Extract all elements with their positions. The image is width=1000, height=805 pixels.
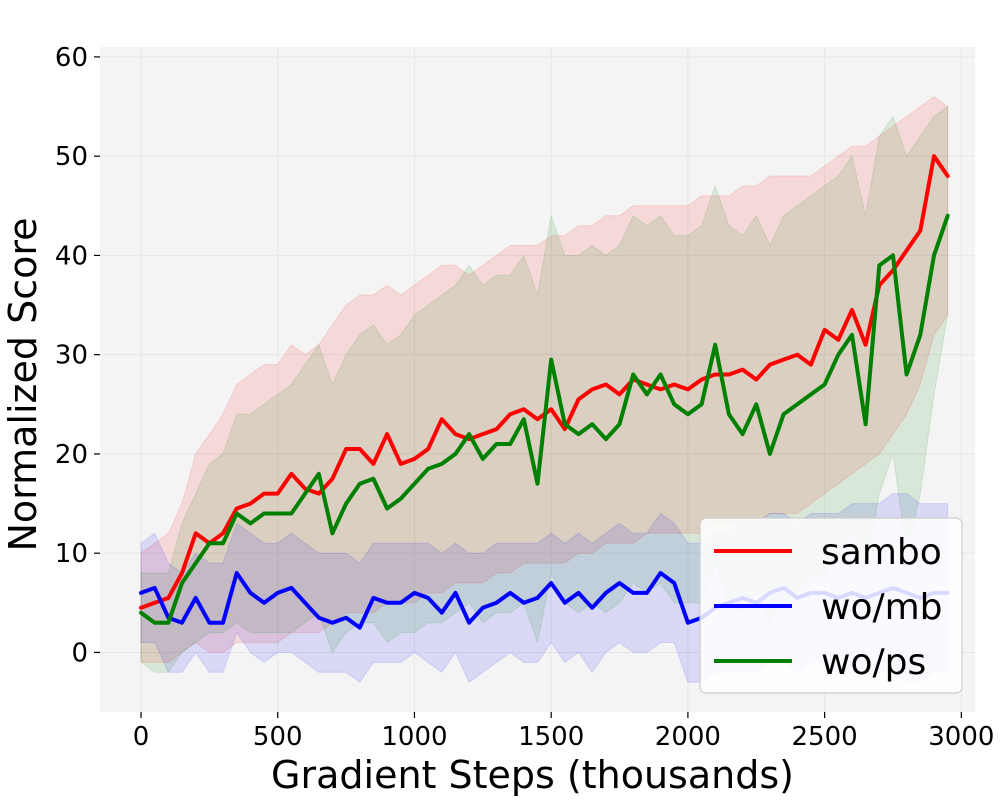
y-tick-label: 20 (55, 440, 88, 470)
y-tick-label: 60 (55, 43, 88, 73)
x-axis-title: Gradient Steps (thousands) (271, 753, 794, 797)
legend-items: sambo wo/mb wo/ps (714, 532, 943, 683)
grid (100, 47, 975, 712)
legend-box (699, 517, 963, 694)
legend-label: wo/mb (821, 587, 943, 628)
x-tick-label: 2500 (792, 722, 858, 752)
legend-label: sambo (821, 532, 942, 573)
y-tick-label: 10 (55, 539, 88, 569)
y-tick-label: 0 (71, 638, 88, 668)
legend-label: wo/ps (821, 642, 926, 683)
y-tick-label: 50 (55, 142, 88, 172)
axes: 0 500 1000 1500 2000 2500 3000 0 10 20 30 40 50 60 (55, 43, 995, 752)
x-tick-label: 500 (253, 722, 303, 752)
x-tick-label: 1000 (381, 722, 447, 752)
legend: sambo wo/mb wo/ps (699, 517, 963, 694)
y-tick-label: 30 (55, 341, 88, 371)
x-tick-label: 0 (133, 722, 150, 752)
x-tick-label: 2000 (655, 722, 721, 752)
x-tick-label: 1500 (518, 722, 584, 752)
y-axis-title: Normalized Score (1, 217, 45, 551)
x-tick-label: 3000 (928, 722, 994, 752)
series-line (139, 213, 950, 625)
y-tick-label: 40 (55, 241, 88, 271)
